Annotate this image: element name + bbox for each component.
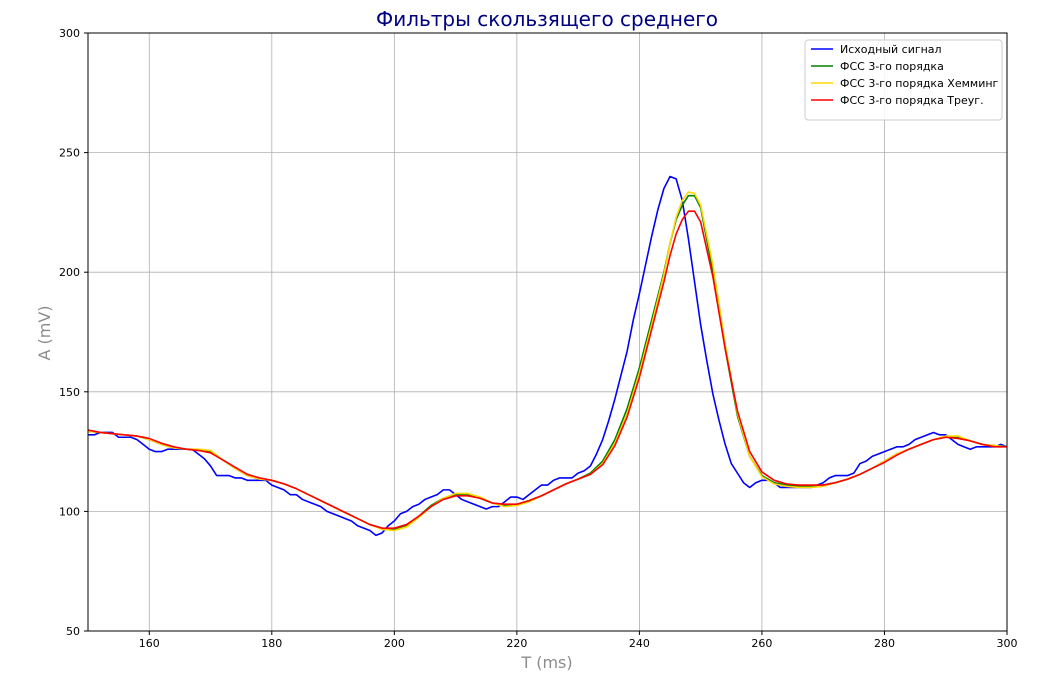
x-tick-label: 220 (506, 637, 527, 650)
x-tick-label: 280 (874, 637, 895, 650)
y-axis-label: A (mV) (35, 305, 54, 360)
x-tick-label: 260 (751, 637, 772, 650)
x-tick-label: 180 (261, 637, 282, 650)
y-tick-label: 50 (66, 625, 80, 638)
y-tick-label: 150 (59, 386, 80, 399)
plot-frame (87, 32, 1008, 632)
y-tick-label: 200 (59, 266, 80, 279)
y-tick-label: 250 (59, 147, 80, 160)
legend-box (804, 39, 1003, 121)
legend-entry: Исходный сигнал (840, 43, 942, 56)
x-tick-label: 240 (629, 637, 650, 650)
ticks: 160 180 200 220 240 260 280 300 50 100 150 200 250 30… (59, 27, 1018, 650)
grid (88, 32, 1008, 632)
legend-entry: ФСС 3-го порядка Треуг. (840, 94, 984, 107)
legend: Исходный сигнал ФСС 3-го порядка ФСС 3-го … (804, 39, 1003, 121)
x-tick-label: 160 (139, 637, 160, 650)
y-tick-label: 300 (59, 27, 80, 40)
series-line-3 (88, 191, 1007, 532)
x-tick-label: 200 (384, 637, 405, 650)
y-tick-label: 100 (59, 505, 80, 518)
x-axis-label: T (ms) (520, 653, 572, 672)
series-line-1 (88, 175, 1007, 537)
legend-entry: ФСС 3-го порядка Хемминг (840, 77, 999, 90)
chart-title: Фильтры скользящего среднего (376, 7, 718, 31)
series-line-2 (88, 194, 1007, 531)
legend-entry: ФСС 3-го порядка (840, 60, 944, 73)
series-line-4 (88, 210, 1007, 529)
x-tick-label: 300 (997, 637, 1018, 650)
series-layer (88, 175, 1007, 537)
